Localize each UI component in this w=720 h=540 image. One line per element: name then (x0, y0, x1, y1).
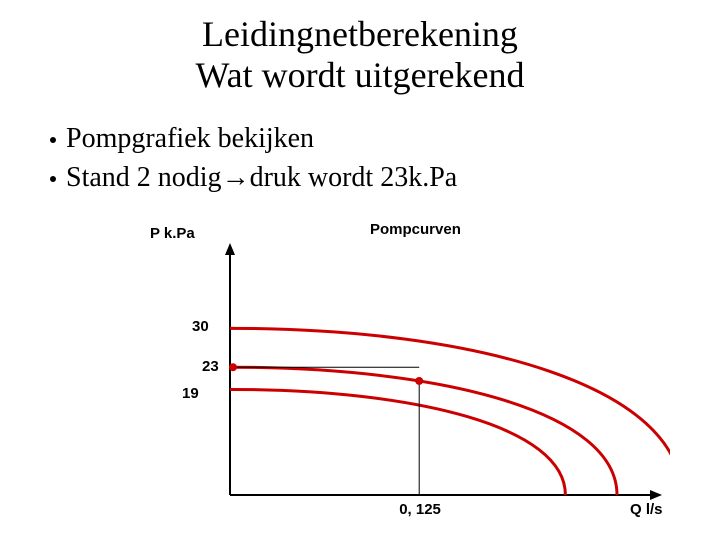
x-tick-label: 0, 125 (399, 501, 441, 518)
pump-chart: P k.Pa Pompcurven 30 23 19 0, 125 Q l/s (130, 215, 670, 525)
title-line-2: Wat wordt uitgerekend (196, 55, 525, 95)
bullet-dot-icon (50, 176, 56, 182)
bullet-row: Stand 2 nodig→druk wordt 23k.Pa (50, 158, 457, 197)
y-axis-label: P k.Pa (150, 225, 195, 242)
y-tick-label: 30 (192, 318, 209, 335)
bullet-dot-icon (50, 137, 56, 143)
x-axis-label: Q l/s (630, 501, 663, 518)
slide: Leidingnetberekening Wat wordt uitgereke… (0, 0, 720, 540)
chart-title: Pompcurven (370, 221, 461, 238)
bullet-text: Stand 2 nodig→druk wordt 23k.Pa (66, 158, 457, 197)
y-tick-label: 23 (202, 358, 219, 375)
bullet-text: Pompgrafiek bekijken (66, 120, 314, 158)
page-title: Leidingnetberekening Wat wordt uitgereke… (0, 14, 720, 97)
y-tick-label: 19 (182, 385, 199, 402)
arrow-right-icon: → (222, 161, 250, 192)
title-line-1: Leidingnetberekening (202, 14, 518, 54)
bullet-row: Pompgrafiek bekijken (50, 120, 457, 158)
bullet-list: Pompgrafiek bekijken Stand 2 nodig→druk … (50, 120, 457, 197)
